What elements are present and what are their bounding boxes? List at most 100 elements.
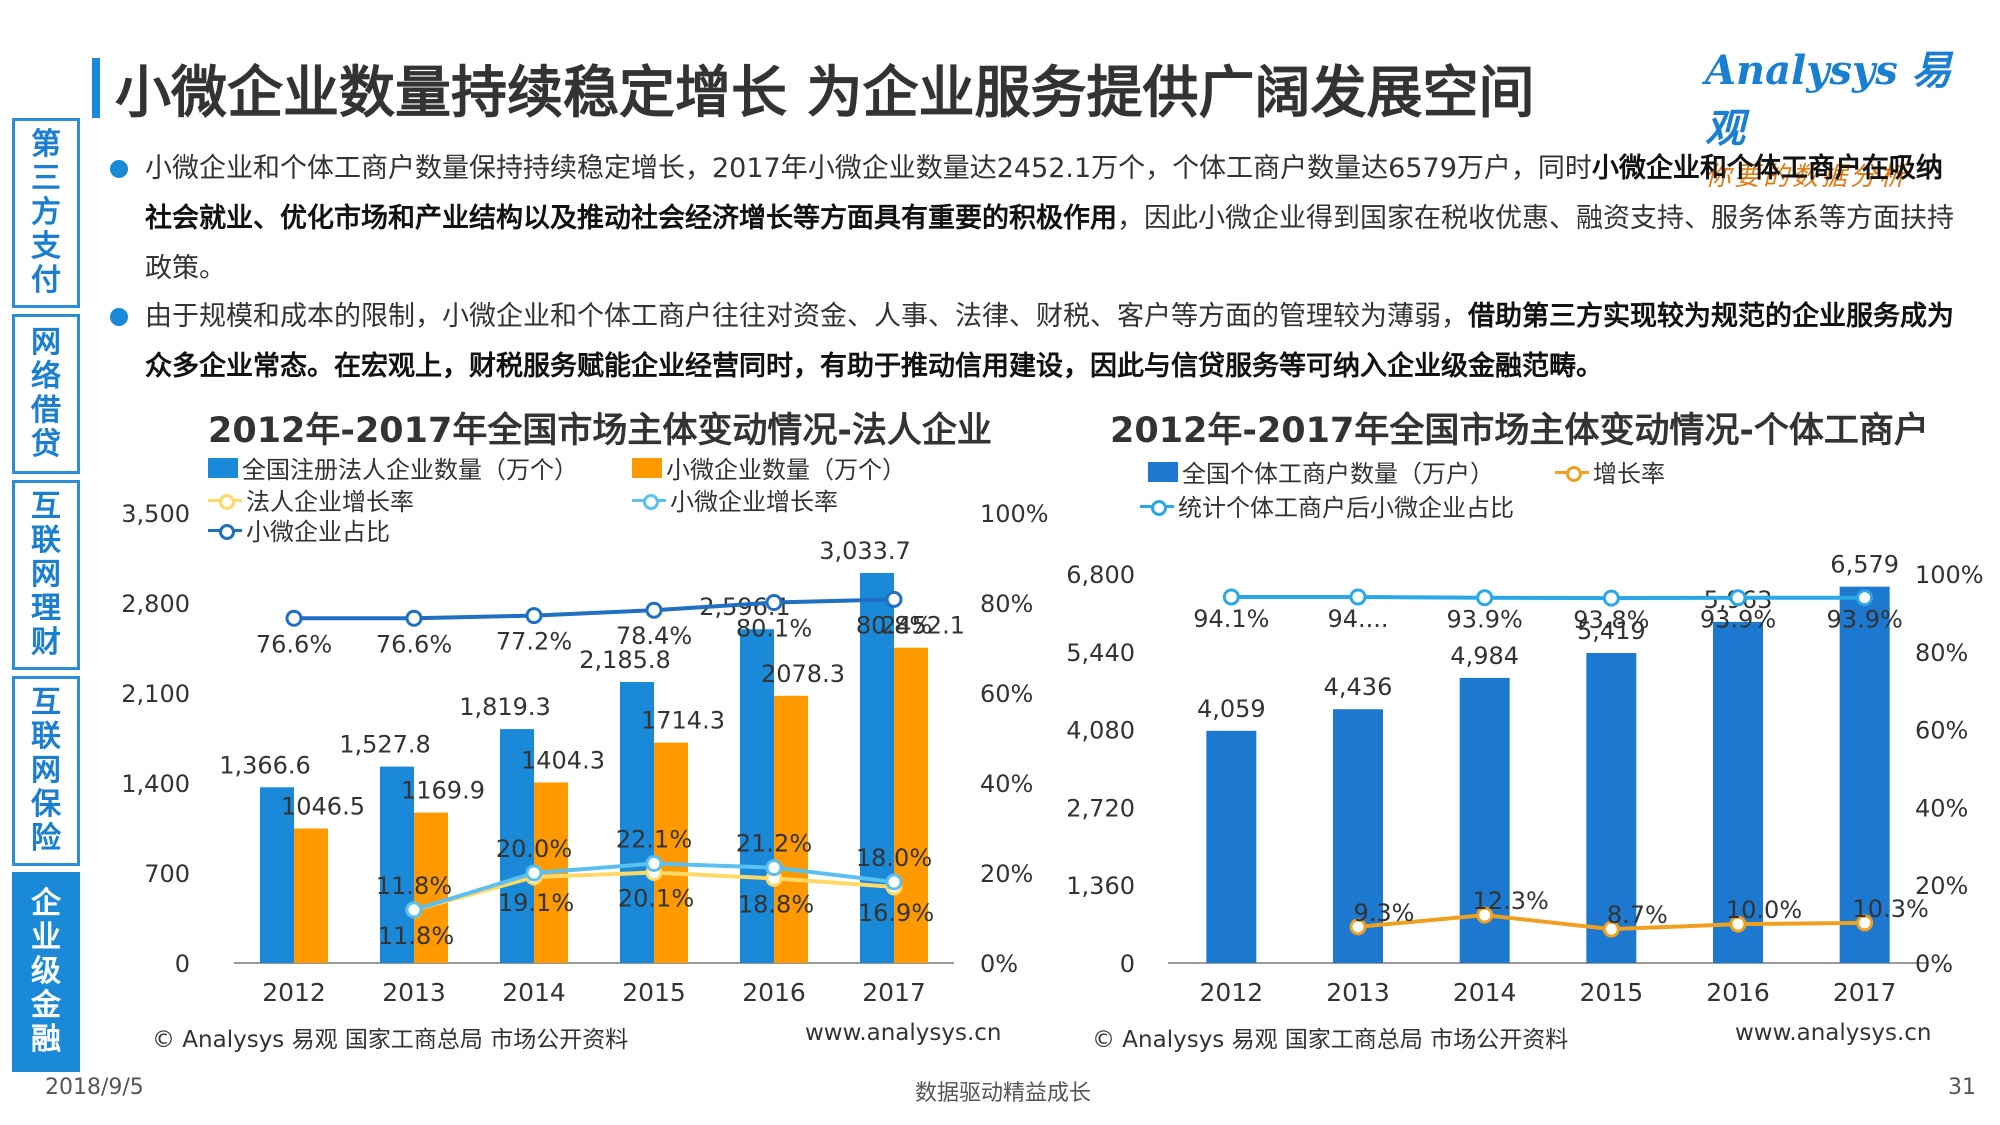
- bullet-icon: [110, 160, 128, 178]
- chart1-bar: [894, 647, 928, 963]
- legend-label: 增长率: [1593, 460, 1665, 488]
- legend-item: 小微企业数量（万个）: [632, 450, 906, 485]
- chart1-bar: [260, 787, 294, 963]
- chart2-x-tick-label: 2014: [1453, 978, 1517, 1007]
- chart1-y-tick-label: 1,400: [121, 770, 190, 798]
- legend-item: 小微企业增长率: [632, 482, 838, 517]
- paragraph-2: 由于规模和成本的限制，小微企业和个体工商户往往对资金、人事、法律、财税、客户等方…: [145, 292, 1965, 392]
- chart1-bar-label: 2078.3: [761, 660, 845, 688]
- chart1-point-label: 20.0%: [496, 835, 572, 863]
- chart2-point-label: 93.8%: [1573, 606, 1649, 634]
- chart1-bar: [294, 828, 328, 963]
- legend-item: 增长率: [1555, 454, 1665, 489]
- legend-swatch: [632, 457, 662, 478]
- chart1-line-point: [285, 609, 303, 627]
- chart1-point-label: 78.4%: [616, 622, 692, 650]
- chart1-bar: [654, 742, 688, 963]
- sidebar-tab-label: 网络借贷: [31, 325, 61, 462]
- sidebar-tab-enterprise-finance[interactable]: 企业级金融: [12, 872, 80, 1072]
- chart1-bar-label: 1714.3: [641, 707, 725, 735]
- legend-item: 统计个体工商户后小微企业占比: [1140, 488, 1514, 523]
- sidebar-tab-online-lending[interactable]: 网络借贷: [12, 314, 80, 474]
- chart2-point-label: 93.9%: [1447, 606, 1523, 634]
- chart2-url: www.analysys.cn: [1735, 1020, 1932, 1046]
- sidebar-tab-label: 企业级金融: [31, 886, 61, 1057]
- chart1-bar: [500, 729, 534, 963]
- chart1-point-label: 18.8%: [738, 890, 814, 918]
- paragraph-2-text-a: 由于规模和成本的限制，小微企业和个体工商户往往对资金、人事、法律、财税、客户等方…: [145, 301, 1468, 332]
- legend-label: 全国注册法人企业数量（万个）: [242, 456, 578, 484]
- chart1-bar-label: 1046.5: [281, 792, 365, 820]
- chart2-x-tick-label: 2016: [1706, 978, 1770, 1007]
- chart2-line-point: [1729, 915, 1747, 933]
- chart2-y2-tick-label: 80%: [1915, 639, 1968, 667]
- chart1-x-tick-label: 2017: [862, 978, 926, 1007]
- chart1-point-label: 22.1%: [616, 826, 692, 854]
- chart2-point-label: 94....: [1327, 605, 1388, 633]
- chart1-y2-tick-label: 60%: [980, 680, 1033, 708]
- legend-item: 法人企业增长率: [208, 482, 414, 517]
- analysys-logo: Analysys 易观 你要的数据分析: [1705, 38, 1965, 192]
- chart2-line-point: [1476, 589, 1494, 607]
- legend-label: 小微企业数量（万个）: [666, 456, 906, 484]
- paragraph-1-text-b: 小微企业和个体工商户在吸纳社会就业、优化市场和产业结构以及推动社会经济增长等方面…: [145, 153, 1943, 234]
- chart1-x-tick-label: 2015: [622, 978, 686, 1007]
- chart1-bar-label: 3,033.7: [819, 537, 911, 565]
- chart2-bar: [1839, 586, 1890, 963]
- chart1-line-point: [885, 590, 903, 608]
- chart2-point-label: 10.0%: [1726, 896, 1802, 924]
- chart2-y2-tick-label: 60%: [1915, 717, 1968, 745]
- chart1-y-tick-label: 700: [144, 860, 190, 888]
- chart2-bar-label: 5,419: [1577, 617, 1646, 645]
- chart1-line-point: [405, 609, 423, 627]
- chart1-line-point: [765, 859, 783, 877]
- chart2-point-label: 94.1%: [1193, 605, 1269, 633]
- chart1-point-label: 80.1%: [736, 615, 812, 643]
- chart1-line-point: [525, 864, 543, 882]
- chart2-line-point: [1856, 589, 1874, 607]
- chart1-point-label: 16.9%: [858, 899, 934, 927]
- logo-subtitle: 你要的数据分析: [1705, 162, 1909, 192]
- legend-swatch: [208, 457, 238, 478]
- footer-date: 2018/9/5: [45, 1075, 144, 1100]
- chart1-x-tick-label: 2014: [502, 978, 566, 1007]
- chart1-url: www.analysys.cn: [805, 1020, 1002, 1046]
- sidebar-tab-third-party-payment[interactable]: 第三方支付: [12, 118, 80, 308]
- chart1-point-label: 76.6%: [376, 630, 452, 658]
- chart2-point-label: 93.9%: [1827, 606, 1903, 634]
- chart1-bar: [414, 812, 448, 963]
- chart2-point-label: 8.7%: [1607, 901, 1668, 929]
- chart1-bar: [860, 572, 894, 963]
- chart2-line-point: [1349, 588, 1367, 606]
- chart1-bar-label: 2,185.8: [579, 646, 671, 674]
- sidebar-tab-online-insurance[interactable]: 互联网保险: [12, 676, 80, 866]
- chart1-y2-tick-label: 0%: [980, 950, 1018, 978]
- chart1-y2-tick-label: 80%: [980, 590, 1033, 618]
- chart2-y-tick-label: 4,080: [1066, 717, 1135, 745]
- chart1-y-tick-label: 0: [175, 950, 190, 978]
- legend-item: 全国注册法人企业数量（万个）: [208, 450, 578, 485]
- paragraph-1: 小微企业和个体工商户数量保持持续稳定增长，2017年小微企业数量达2452.1万…: [145, 144, 1965, 294]
- legend-swatch: [632, 490, 666, 510]
- chart1-line-point: [645, 855, 663, 873]
- chart1-x-tick-label: 2012: [262, 978, 326, 1007]
- chart2-y2-tick-label: 20%: [1915, 872, 1968, 900]
- legend-swatch: [1140, 496, 1174, 516]
- chart1-point-label: 11.8%: [378, 922, 454, 950]
- sidebar-tab-online-wealth[interactable]: 互联网理财: [12, 480, 80, 670]
- chart2-y2-tick-label: 40%: [1915, 794, 1968, 822]
- chart2-x-tick-label: 2012: [1200, 978, 1264, 1007]
- chart2-bar: [1713, 621, 1763, 963]
- chart1-y-tick-label: 2,100: [121, 680, 190, 708]
- chart2-y-tick-label: 6,800: [1066, 561, 1135, 589]
- chart2-line-point: [1602, 589, 1620, 607]
- chart1-point-label: 20.1%: [618, 885, 694, 913]
- chart2-point-label: 10.3%: [1853, 895, 1929, 923]
- paragraph-2-text-b: 借助第三方实现较为规范的企业服务成为众多企业常态。在宏观上，财税服务赋能企业经营…: [145, 301, 1954, 382]
- chart2-line-point: [1729, 589, 1747, 607]
- chart2-line-point: [1222, 588, 1240, 606]
- legend-item: 全国个体工商户数量（万户）: [1148, 454, 1494, 489]
- chart1-line-point: [405, 901, 423, 919]
- chart1-x-tick-label: 2016: [742, 978, 806, 1007]
- chart2-bar-label: 4,059: [1197, 695, 1266, 723]
